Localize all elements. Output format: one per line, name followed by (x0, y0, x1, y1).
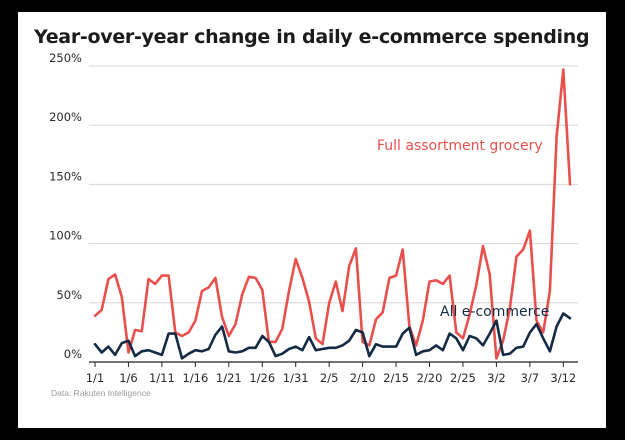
x-tick-label: 1/31 (283, 371, 309, 385)
series-label-all-e-commerce: All e-commerce (440, 304, 549, 320)
y-tick-label: 150% (49, 169, 82, 183)
x-tick-label: 1/6 (119, 371, 138, 385)
x-tick-label: 3/12 (550, 371, 576, 385)
x-tick-label: 1/21 (216, 371, 242, 385)
line-full-assortment-grocery (93, 68, 572, 360)
x-tick-label: 2/25 (450, 371, 476, 385)
x-tick-label: 2/20 (417, 371, 443, 385)
x-tick-label: 2/5 (320, 371, 339, 385)
y-tick-label: 200% (49, 110, 82, 124)
y-tick-label: 100% (49, 229, 82, 243)
x-tick-label: 3/7 (521, 371, 540, 385)
x-tick-label: 1/26 (249, 371, 275, 385)
x-tick-label: 1/1 (86, 371, 105, 385)
series-label-full-assortment-grocery: Full assortment grocery (377, 138, 543, 154)
x-tick-label: 1/16 (182, 371, 208, 385)
y-tick-label: 250% (49, 51, 82, 65)
x-tick-label: 2/15 (383, 371, 409, 385)
x-tick-label: 3/2 (487, 371, 506, 385)
data-source-note: Data: Rakuten Intelligence (51, 388, 151, 398)
line-all-e-commerce (93, 312, 572, 360)
chart-card (18, 12, 606, 428)
x-tick-label: 2/10 (350, 371, 376, 385)
y-tick-label: 50% (56, 288, 82, 302)
x-tick-label: 1/11 (149, 371, 175, 385)
y-tick-label: 0% (64, 347, 82, 361)
chart-title: Year-over-year change in daily e-commerc… (34, 26, 590, 48)
